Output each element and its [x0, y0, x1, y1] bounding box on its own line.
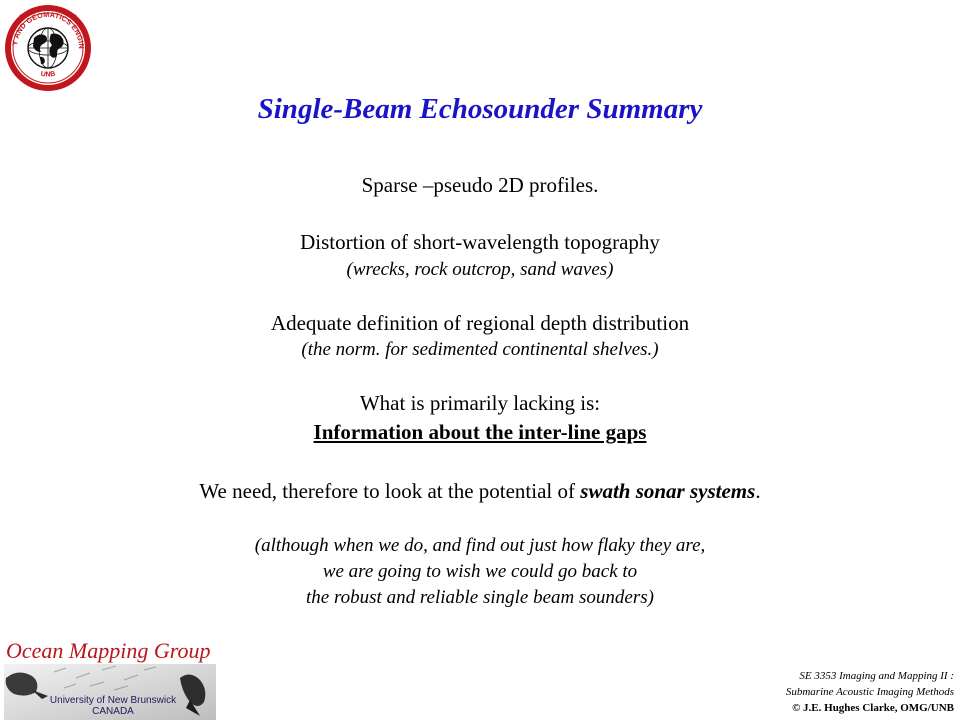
globe-icon: [27, 27, 69, 69]
logo-arc-bottom-text: UNB: [40, 71, 56, 79]
group-name: Ocean Mapping Group: [6, 638, 211, 663]
slide-title: Single-Beam Echosounder Summary: [257, 93, 703, 125]
point-lacking-emphasis: Information about the inter-line gaps: [313, 420, 647, 444]
copyright: © J.E. Hughes Clarke, OMG/UNB: [792, 702, 954, 714]
university-country: CANADA: [92, 706, 134, 717]
point-distortion-examples: (wrecks, rock outcrop, sand waves): [346, 259, 614, 280]
point-distortion: Distortion of short-wavelength topograph…: [300, 230, 660, 254]
conclusion-after: .: [755, 479, 761, 503]
seafloor-image-icon: [4, 664, 216, 720]
course-line-1: SE 3353 Imaging and Mapping II :: [799, 670, 954, 682]
ocean-mapping-group-logo: Ocean Mapping Group University of New Br…: [4, 636, 216, 720]
aside-line-3: the robust and reliable single beam soun…: [306, 587, 654, 608]
unb-geodesy-logo: GEODESY AND GEOMATICS ENGINEERING UNB: [4, 4, 91, 91]
university-name: University of New Brunswick: [49, 695, 177, 706]
point-regional-depth-note: (the norm. for sedimented continental sh…: [301, 339, 659, 360]
aside-line-2: we are going to wish we could go back to: [322, 561, 638, 582]
course-info: SE 3353 Imaging and Mapping II : Submari…: [786, 668, 954, 716]
conclusion-line: We need, therefore to look at the potent…: [0, 479, 960, 504]
point-regional-depth: Adequate definition of regional depth di…: [270, 311, 690, 335]
course-line-2: Submarine Acoustic Imaging Methods: [785, 686, 954, 698]
aside-line-1: (although when we do, and find out just …: [254, 535, 706, 556]
conclusion-emphasis: swath sonar systems: [580, 479, 756, 503]
point-sparse-profiles: Sparse –pseudo 2D profiles.: [361, 173, 599, 197]
point-lacking: What is primarily lacking is:: [359, 391, 601, 415]
conclusion-before: We need, therefore to look at the potent…: [199, 479, 581, 503]
svg-text:UNB: UNB: [40, 71, 56, 79]
